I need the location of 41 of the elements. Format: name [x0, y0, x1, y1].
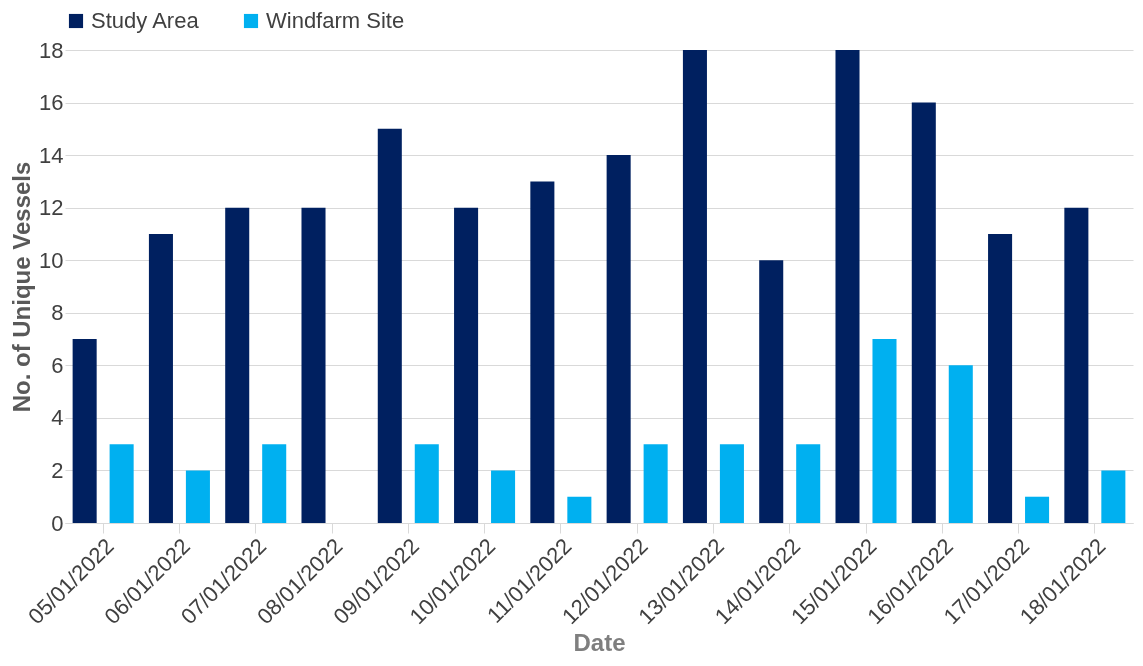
y-tick-label: 16 — [39, 90, 64, 116]
y-tick-label: 4 — [51, 405, 64, 431]
bar — [567, 496, 592, 523]
bar — [1101, 470, 1126, 523]
bar — [988, 233, 1013, 523]
bar — [185, 470, 210, 523]
y-tick-label: 6 — [51, 352, 64, 378]
bar — [872, 339, 897, 523]
bar — [643, 444, 668, 523]
y-tick-label: 10 — [39, 247, 64, 273]
y-tick-label: 0 — [51, 510, 64, 536]
bar — [262, 444, 287, 523]
bar — [682, 50, 707, 523]
bar — [1064, 207, 1089, 523]
bar — [530, 181, 555, 523]
y-tick-label: 12 — [39, 195, 64, 221]
y-tick-label: 8 — [51, 300, 64, 326]
bar — [109, 444, 134, 523]
legend-label: Windfarm Site — [266, 8, 405, 33]
bar — [796, 444, 821, 523]
bar — [414, 444, 439, 523]
bar — [719, 444, 744, 523]
bar — [148, 233, 173, 523]
bar — [948, 365, 973, 523]
x-axis-title: Date — [573, 629, 626, 657]
bar — [225, 207, 250, 523]
legend-label: Study Area — [91, 8, 200, 33]
bar — [606, 155, 631, 523]
bar — [454, 207, 479, 523]
y-tick-label: 2 — [51, 457, 64, 483]
bar — [377, 128, 402, 523]
bar — [759, 260, 784, 523]
y-axis-title: No. of Unique Vessels — [8, 161, 36, 413]
bar — [835, 50, 860, 523]
bar — [491, 470, 516, 523]
bar — [72, 339, 97, 523]
bar — [301, 207, 326, 523]
y-tick-label: 18 — [39, 37, 64, 63]
y-tick-label: 14 — [39, 142, 64, 168]
bar — [911, 102, 936, 523]
bar — [1025, 496, 1050, 523]
